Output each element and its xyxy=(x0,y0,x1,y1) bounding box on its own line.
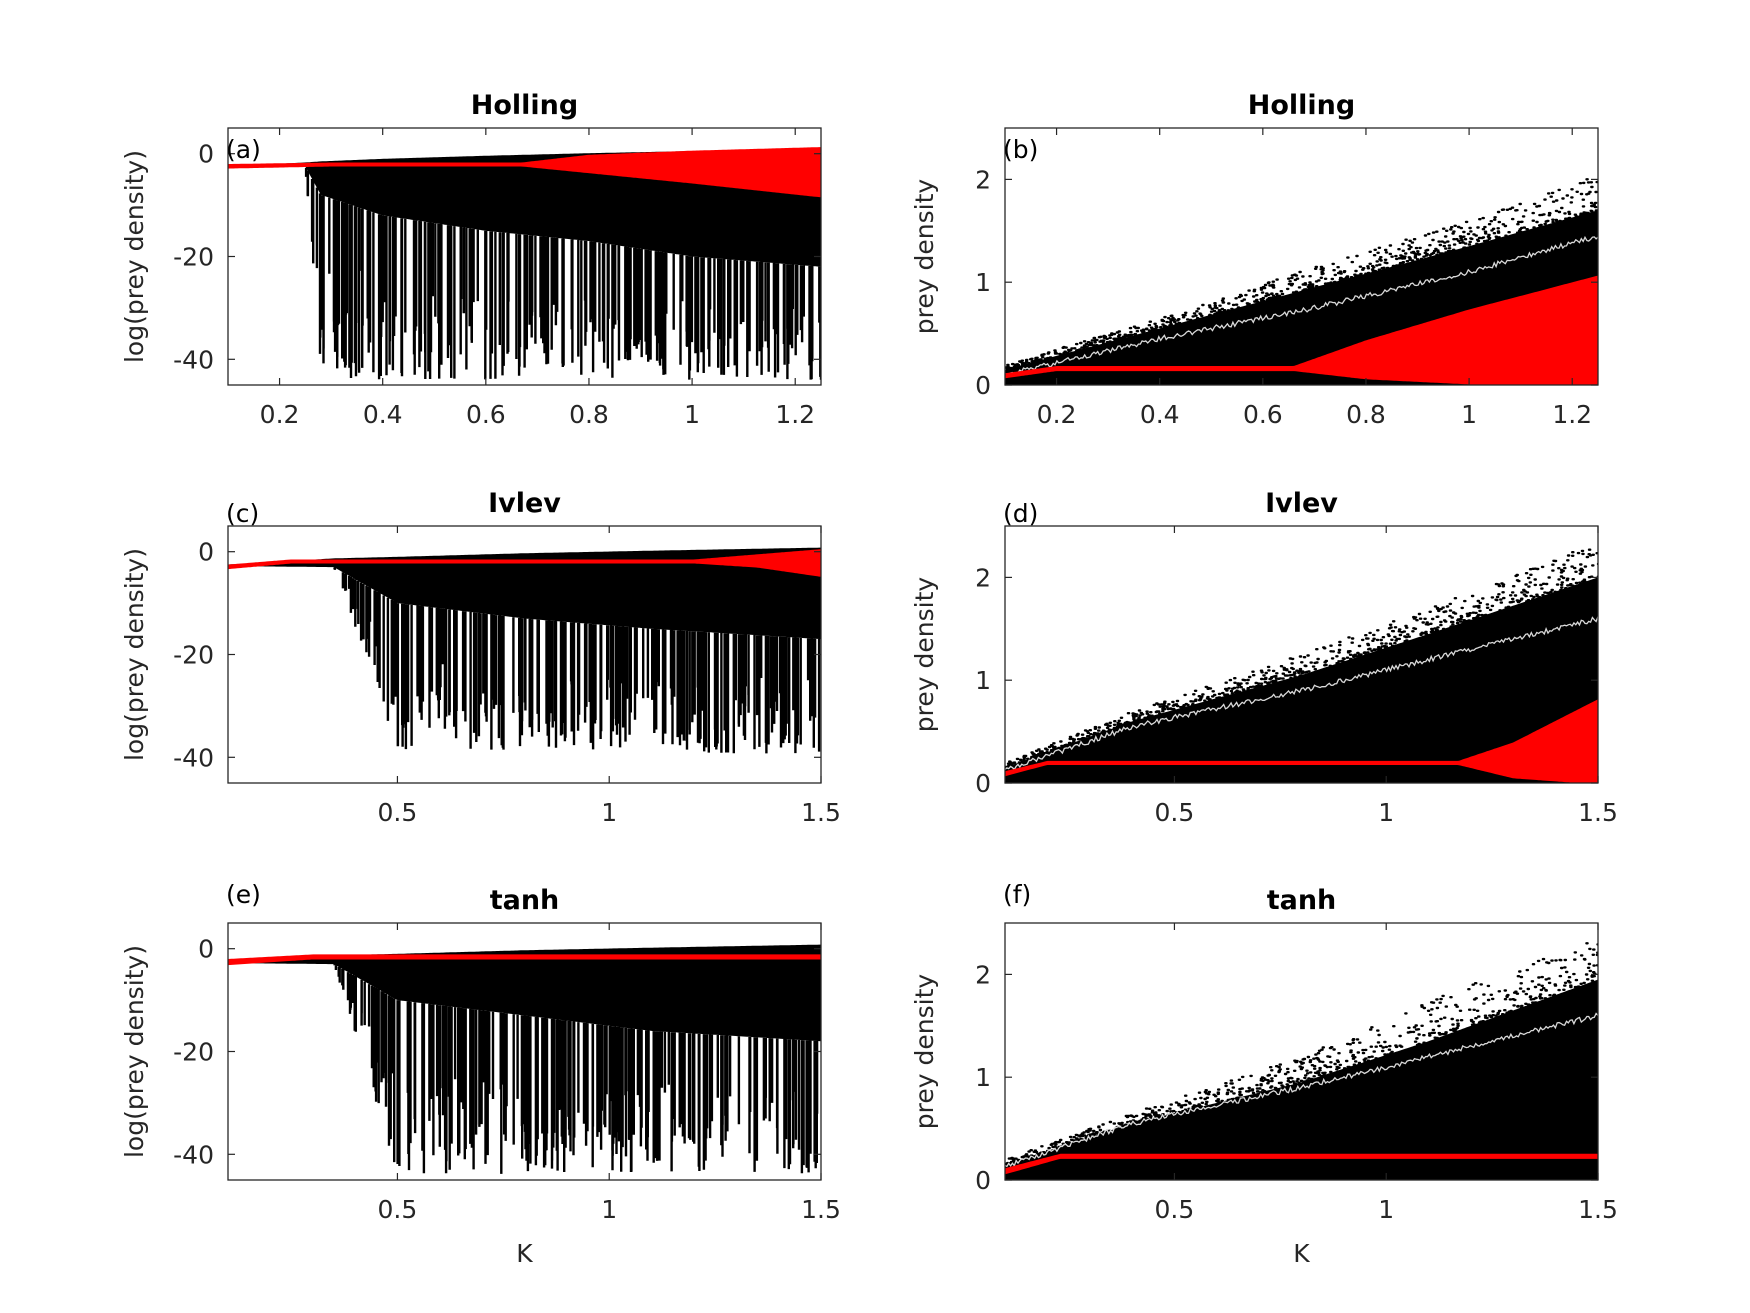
plot-area xyxy=(1005,548,1598,783)
stochastic-cloud xyxy=(1005,979,1598,1180)
deterministic-band xyxy=(228,954,821,966)
x-tick-label: 1 xyxy=(684,400,700,429)
deterministic-band xyxy=(228,549,821,577)
panel-e: 0.5 1 1.5 0 -20 -40 tanh (e) log(prey density) K xyxy=(120,880,841,1268)
stochastic-spikes xyxy=(333,567,821,754)
y-tick-label: 2 xyxy=(975,563,991,592)
x-tick-label: 1.5 xyxy=(801,798,841,827)
x-tick-label: 1.2 xyxy=(1552,400,1592,429)
plot-area xyxy=(1005,942,1598,1180)
panel-d: 0.5 1 1.5 0 1 2 Ivlev (d) prey density xyxy=(910,488,1618,827)
x-tick-label: 0.2 xyxy=(260,400,300,429)
panel-title: tanh xyxy=(1267,885,1337,916)
y-tick-label: 0 xyxy=(198,935,214,964)
y-axis-label: log(prey density) xyxy=(120,945,149,1158)
stochastic-spikes xyxy=(304,168,821,380)
x-tick-label: 1 xyxy=(1461,400,1477,429)
x-tick-label: 1.5 xyxy=(1578,1195,1618,1224)
y-tick-label: 2 xyxy=(975,960,991,989)
x-tick-label: 0.8 xyxy=(569,400,609,429)
deterministic-band xyxy=(228,147,821,198)
panel-label: (a) xyxy=(226,135,261,164)
panel-title: tanh xyxy=(490,885,560,916)
x-tick-label: 1 xyxy=(1378,798,1394,827)
y-tick-label: 0 xyxy=(975,769,991,798)
y-axis-label: log(prey density) xyxy=(120,548,149,761)
y-tick-label: -40 xyxy=(173,345,214,374)
x-tick-label: 1 xyxy=(1378,1195,1394,1224)
y-tick-label: 1 xyxy=(975,268,991,297)
y-tick-label: -20 xyxy=(173,243,214,272)
axes-frame xyxy=(1004,127,1599,386)
y-axis-label: prey density xyxy=(910,577,939,733)
mean-line xyxy=(1005,235,1598,376)
panel-b: 0.2 0.4 0.6 0.8 1 1.2 0 1 2 Holling (b) prey densit… xyxy=(910,90,1599,429)
x-tick-label: 1.5 xyxy=(801,1195,841,1224)
y-tick-label: 0 xyxy=(975,371,991,400)
stochastic-cloud xyxy=(1005,577,1598,783)
x-tick-label: 0.5 xyxy=(378,798,418,827)
panel-title: Ivlev xyxy=(488,488,561,519)
deterministic-band xyxy=(1005,1153,1598,1175)
y-axis-label: prey density xyxy=(910,974,939,1130)
panel-a: 0.2 0.4 0.6 0.8 1 1.2 0 -20 -40 Holling (a) log(pre… xyxy=(120,90,822,429)
stochastic-cloud xyxy=(228,944,821,1042)
stochastic-outliers xyxy=(1005,548,1598,769)
axes-frame xyxy=(1004,922,1599,1181)
x-tick-label: 0.5 xyxy=(1155,1195,1195,1224)
x-tick-label: 1 xyxy=(601,798,617,827)
x-tick-label: 1.5 xyxy=(1578,798,1618,827)
stochastic-spikes xyxy=(333,964,819,1174)
y-tick-label: -40 xyxy=(173,1140,214,1169)
y-axis-label: prey density xyxy=(910,179,939,335)
y-tick-label: 0 xyxy=(975,1166,991,1195)
x-tick-label: 0.4 xyxy=(1140,400,1180,429)
mean-line xyxy=(1005,616,1598,771)
axes-frame xyxy=(1004,525,1599,784)
x-tick-label: 0.5 xyxy=(378,1195,418,1224)
panel-f: 0.5 1 1.5 0 1 2 tanh (f) prey density K xyxy=(910,880,1618,1268)
x-axis-label: K xyxy=(516,1239,533,1268)
deterministic-band xyxy=(1005,699,1598,783)
y-tick-label: 1 xyxy=(975,1063,991,1092)
y-tick-label: 1 xyxy=(975,666,991,695)
plot-area xyxy=(228,147,821,380)
y-tick-label: 2 xyxy=(975,165,991,194)
x-tick-label: 0.4 xyxy=(363,400,403,429)
plot-area xyxy=(228,547,821,754)
panel-label: (d) xyxy=(1003,499,1038,528)
panel-label: (f) xyxy=(1003,880,1031,909)
y-tick-label: -20 xyxy=(173,641,214,670)
plot-area xyxy=(1005,178,1598,385)
stochastic-outliers xyxy=(1005,178,1598,371)
panel-title: Holling xyxy=(471,90,578,121)
panel-label: (c) xyxy=(226,499,259,528)
panel-title: Ivlev xyxy=(1265,488,1338,519)
y-tick-label: -40 xyxy=(173,743,214,772)
x-tick-label: 1.2 xyxy=(775,400,815,429)
plot-area xyxy=(228,944,821,1174)
x-tick-label: 0.2 xyxy=(1037,400,1077,429)
x-tick-label: 0.6 xyxy=(466,400,506,429)
y-axis-label: log(prey density) xyxy=(120,150,149,363)
y-tick-label: 0 xyxy=(198,538,214,567)
panel-title: Holling xyxy=(1248,90,1355,121)
x-tick-label: 0.6 xyxy=(1243,400,1283,429)
x-tick-label: 0.5 xyxy=(1155,798,1195,827)
panel-label: (b) xyxy=(1003,135,1038,164)
x-tick-label: 1 xyxy=(601,1195,617,1224)
x-axis-label: K xyxy=(1293,1239,1310,1268)
stochastic-outliers xyxy=(1005,942,1598,1165)
panel-label: (e) xyxy=(226,880,261,909)
deterministic-band xyxy=(1005,275,1598,385)
stochastic-cloud xyxy=(228,547,821,640)
x-tick-label: 0.8 xyxy=(1346,400,1386,429)
mean-line xyxy=(1005,1012,1598,1168)
panel-c: 0.5 1 1.5 0 -20 -40 Ivlev (c) log(prey density) xyxy=(120,488,841,827)
y-tick-label: -20 xyxy=(173,1038,214,1067)
y-tick-label: 0 xyxy=(198,140,214,169)
